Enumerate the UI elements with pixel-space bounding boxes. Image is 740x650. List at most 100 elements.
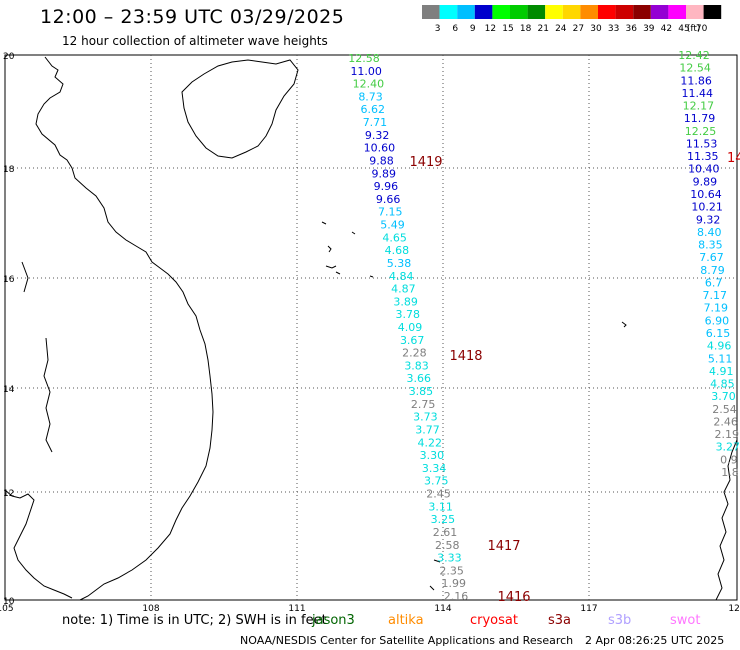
- pass-time-label: 1419: [409, 155, 442, 170]
- swh-value-label: 2.45: [426, 488, 451, 501]
- coastline-gulf: [4, 489, 73, 599]
- swh-value-label: 10.40: [688, 163, 720, 176]
- legend-sat-swot: swot: [670, 613, 701, 628]
- map-frame: [4, 54, 738, 601]
- pass-time-labels: 1419 1418 1417 1416 14: [409, 151, 740, 605]
- colorbar-swatch: [422, 5, 440, 19]
- colorbar-tick-label: 39: [643, 24, 655, 34]
- colorbar-swatch: [527, 5, 546, 19]
- colorbar-tick-label: 21: [537, 24, 548, 34]
- colorbar-swatch: [703, 5, 722, 19]
- footer-note: note: 1) Time is in UTC; 2) SWH is in fe…: [62, 613, 327, 628]
- swh-value-label: 4.09: [398, 321, 423, 334]
- swh-value-label: 6.90: [705, 314, 730, 327]
- swh-value-label: 6.7: [705, 276, 723, 289]
- altimeter-map: 12.5811.0012.408.736.627.719.3210.609.88…: [0, 49, 740, 612]
- island-paracel: [321, 221, 627, 591]
- lon-tick-label: 111: [288, 604, 305, 612]
- swh-value-label: 3.25: [431, 513, 456, 526]
- swh-value-label: 3.27: [716, 441, 740, 454]
- colorbar-unit-label: (ft): [687, 24, 701, 34]
- swh-value-label: 3.75: [424, 475, 449, 488]
- legend-sat-altika: altika: [388, 613, 424, 628]
- swh-value-label: 2.28: [402, 347, 427, 360]
- colorbar-swatch: [615, 5, 634, 19]
- swh-value-label: 12.17: [683, 100, 715, 113]
- lon-tick-label: 120: [728, 604, 740, 612]
- track-1-labels: 12.5811.0012.408.736.627.719.3210.609.88…: [348, 52, 468, 603]
- swh-value-label: 3.30: [420, 449, 445, 462]
- swh-value-label: 2.54: [712, 403, 737, 416]
- colorbar-swatch: [492, 5, 510, 19]
- swh-value-label: 9.66: [376, 193, 401, 206]
- swh-value-label: 10.21: [691, 201, 723, 214]
- swh-value-label: 4.84: [389, 270, 414, 283]
- swh-value-label: 2.75: [411, 398, 436, 411]
- swh-value-label: 12.42: [678, 49, 710, 62]
- coastline-philippines: [715, 439, 738, 601]
- swh-value-label: 9.32: [365, 129, 390, 142]
- lon-tick-label: 114: [434, 604, 451, 612]
- swh-value-label: 6.15: [706, 327, 731, 340]
- swh-value-label: 9.89: [693, 175, 718, 188]
- pass-time-label: 1416: [497, 590, 530, 605]
- swh-value-label: 5.11: [708, 352, 733, 365]
- colorbar-swatch: [633, 5, 651, 19]
- swh-value-label: 11.79: [684, 112, 716, 125]
- colorbar-swatch: [439, 5, 458, 19]
- coastline-inland: [21, 261, 53, 453]
- colorbar-swatch: [510, 5, 528, 19]
- swh-value-label: 4.96: [707, 340, 732, 353]
- swh-value-label: 8.73: [358, 90, 383, 103]
- swh-value-label: 12.54: [679, 62, 711, 75]
- colorbar-tick-label: 12: [485, 24, 496, 34]
- lat-tick-label: 14: [3, 385, 15, 395]
- colorbar-tick-label: 30: [590, 24, 602, 34]
- colorbar-tick-label: 33: [608, 24, 619, 34]
- colorbar-tick-label: 36: [625, 24, 637, 34]
- track-2-labels: 12.4212.5411.8611.4412.1711.7912.2511.53…: [678, 49, 740, 479]
- wave-height-colorbar: 3 6 9 12 15 18 21 24 27 30 33 36 39 42 45 70(ft): [422, 5, 722, 34]
- swh-value-label: 2.61: [433, 526, 458, 539]
- colorbar-tick-label: 15: [502, 24, 513, 34]
- swh-value-label: 2.58: [435, 539, 460, 552]
- colorbar-swatch: [598, 5, 616, 19]
- colorbar-tick-label: 70: [696, 24, 708, 34]
- swh-value-label: 5.49: [380, 219, 405, 232]
- swh-value-label: 1.99: [442, 577, 467, 590]
- swh-value-label: 3.34: [422, 462, 447, 475]
- swh-value-label: 2.16: [444, 590, 469, 603]
- colorbar-swatch: [650, 5, 669, 19]
- swh-value-label: 7.67: [699, 251, 724, 264]
- swh-value-label: 9.96: [374, 180, 399, 193]
- swh-value-label: 7.15: [378, 206, 403, 219]
- pass-time-label: 14: [727, 151, 740, 166]
- credit-line: NOAA/NESDIS Center for Satellite Applica…: [240, 634, 574, 647]
- swh-value-label: 3.66: [407, 372, 432, 385]
- map-gridlines: [5, 55, 737, 600]
- swh-value-label: 3.83: [404, 359, 429, 372]
- swh-value-label: 11.44: [682, 87, 714, 100]
- swh-value-label: 11.35: [687, 150, 719, 163]
- pass-time-label: 1418: [449, 349, 482, 364]
- swh-value-label: 8.40: [697, 226, 722, 239]
- legend-sat-s3a: s3a: [548, 613, 572, 628]
- swh-value-label: 3.70: [711, 390, 736, 403]
- swh-value-label: 10.60: [364, 142, 396, 155]
- page-title: 12:00 – 23:59 UTC 03/29/2025: [40, 6, 345, 28]
- colorbar-tick-label: 42: [661, 24, 672, 34]
- swh-value-label: 10.64: [690, 188, 722, 201]
- lon-tick-label: 105: [0, 604, 14, 612]
- swh-value-label: 9.88: [369, 154, 394, 167]
- generated-timestamp: 2 Apr 08:26:25 UTC 2025: [585, 634, 725, 647]
- swh-value-label: 2.19: [714, 428, 739, 441]
- swh-value-label: 8.35: [698, 239, 723, 252]
- colorbar-tick-label: 6: [452, 24, 458, 34]
- colorbar-swatch: [457, 5, 475, 19]
- swh-value-label: 12.40: [353, 78, 385, 91]
- lat-tick-label: 12: [3, 489, 14, 499]
- pass-time-label: 1417: [487, 539, 520, 554]
- colorbar-swatch: [545, 5, 563, 19]
- swh-value-label: 9.32: [696, 213, 721, 226]
- swh-value-label: 4.65: [382, 231, 407, 244]
